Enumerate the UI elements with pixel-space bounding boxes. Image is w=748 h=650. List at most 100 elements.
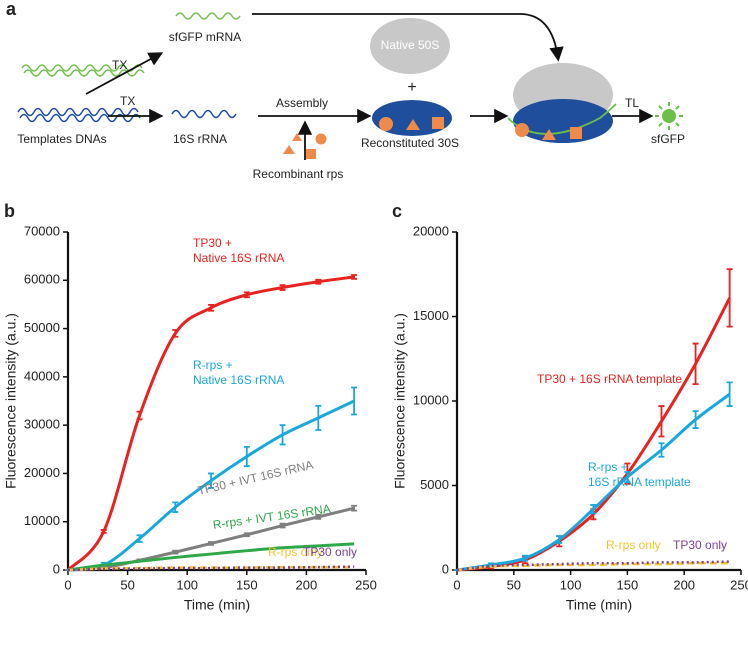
error-bar <box>136 410 143 421</box>
error-bar <box>172 329 179 338</box>
error-bar <box>279 424 286 446</box>
label: Recombinant rps <box>253 167 344 181</box>
series-label: TP30 + Native 16S rRNA <box>193 236 285 265</box>
panel-label: a <box>6 0 17 19</box>
error-bar <box>172 549 179 555</box>
y-axis-title: Fluorescence intensity (a.u.) <box>3 313 19 489</box>
x-tick-label: 0 <box>453 577 460 592</box>
error-bar <box>315 278 322 285</box>
x-tick-label: 200 <box>673 577 695 592</box>
label: sfGFP mRNA <box>169 30 241 44</box>
error-bar <box>243 532 250 538</box>
series-label: TP30 only <box>303 545 358 559</box>
protein <box>306 149 316 159</box>
error-bar <box>315 404 322 431</box>
error-bar <box>692 342 699 385</box>
label: Native 50S <box>381 38 440 52</box>
label: TL <box>625 96 639 110</box>
label: + <box>407 79 416 96</box>
series-line <box>456 560 730 572</box>
label: Reconstituted 30S <box>361 136 459 150</box>
x-axis-title: Time (min) <box>566 597 632 613</box>
error-bar <box>658 405 665 438</box>
error-bar <box>208 541 215 546</box>
error-bar <box>243 445 250 468</box>
series-label: TP30 only <box>673 538 728 552</box>
x-tick-label: 50 <box>120 577 134 592</box>
dna-wave <box>17 107 139 117</box>
error-bar <box>136 534 143 543</box>
mrna-wave <box>175 12 241 20</box>
y-tick-label: 10000 <box>24 513 60 528</box>
ribosome-30s <box>513 99 613 143</box>
error-bar <box>243 291 250 299</box>
protein <box>406 119 420 130</box>
error-bar <box>100 529 107 534</box>
protein <box>570 127 582 139</box>
y-tick-label: 70000 <box>24 223 60 238</box>
error-bar <box>590 504 597 515</box>
error-bar <box>556 535 563 544</box>
y-tick-label: 0 <box>53 561 60 576</box>
label: TX <box>120 94 135 108</box>
x-tick-label: 0 <box>64 577 71 592</box>
error-bar <box>522 554 529 562</box>
error-bar <box>351 274 358 280</box>
series-line <box>67 542 355 572</box>
gfp-icon <box>655 102 683 130</box>
panel-label: c <box>392 201 402 221</box>
y-tick-label: 20000 <box>24 465 60 480</box>
label: sfGFP <box>651 132 685 146</box>
y-tick-label: 60000 <box>24 272 60 287</box>
series-label: TP30 + 16S rRNA template <box>537 372 683 386</box>
error-bar <box>279 522 286 529</box>
protein <box>379 117 393 131</box>
series-label: R-rps + Native 16S rRNA <box>193 358 285 387</box>
protein <box>283 145 295 154</box>
label: Templates DNAs <box>17 132 106 146</box>
x-tick-label: 150 <box>236 577 258 592</box>
x-tick-label: 250 <box>355 577 377 592</box>
protein <box>542 129 556 140</box>
dna-wave <box>19 113 141 123</box>
dna-wave <box>21 64 143 72</box>
y-tick-label: 50000 <box>24 320 60 335</box>
y-tick-label: 30000 <box>24 417 60 432</box>
arrow <box>85 52 164 95</box>
x-tick-label: 250 <box>730 577 748 592</box>
error-bar <box>208 304 215 312</box>
error-bar <box>208 472 215 489</box>
y-tick-label: 10000 <box>413 392 449 407</box>
error-bar <box>351 386 358 416</box>
protein <box>292 133 302 141</box>
error-bar <box>726 381 733 407</box>
label: Assembly <box>276 96 328 110</box>
x-axis-title: Time (min) <box>184 597 250 613</box>
panel-label: b <box>4 201 15 221</box>
protein <box>515 123 529 137</box>
series-line <box>66 275 355 572</box>
x-tick-label: 150 <box>617 577 639 592</box>
x-tick-label: 50 <box>507 577 521 592</box>
error-bar <box>726 268 733 328</box>
panel-a: a Templates DNAs TX sfGFP mRNA TX 16S rR… <box>6 0 685 181</box>
series-label: R-rps only <box>606 538 661 552</box>
x-tick-label: 100 <box>560 577 582 592</box>
error-bar <box>315 514 322 520</box>
series-line <box>67 565 355 572</box>
error-bar <box>624 471 631 484</box>
dna-wave <box>23 69 145 77</box>
label: TX <box>112 58 127 72</box>
error-bar <box>692 410 699 429</box>
rrna-wave <box>171 109 237 119</box>
error-bar <box>351 504 358 512</box>
x-tick-label: 200 <box>296 577 318 592</box>
y-tick-label: 15000 <box>413 308 449 323</box>
y-axis-title: Fluorescence intensity (a.u.) <box>392 313 408 489</box>
series-line <box>456 561 730 572</box>
x-tick-label: 100 <box>176 577 198 592</box>
series-line <box>456 297 731 572</box>
protein <box>432 117 444 129</box>
protein <box>315 133 327 145</box>
